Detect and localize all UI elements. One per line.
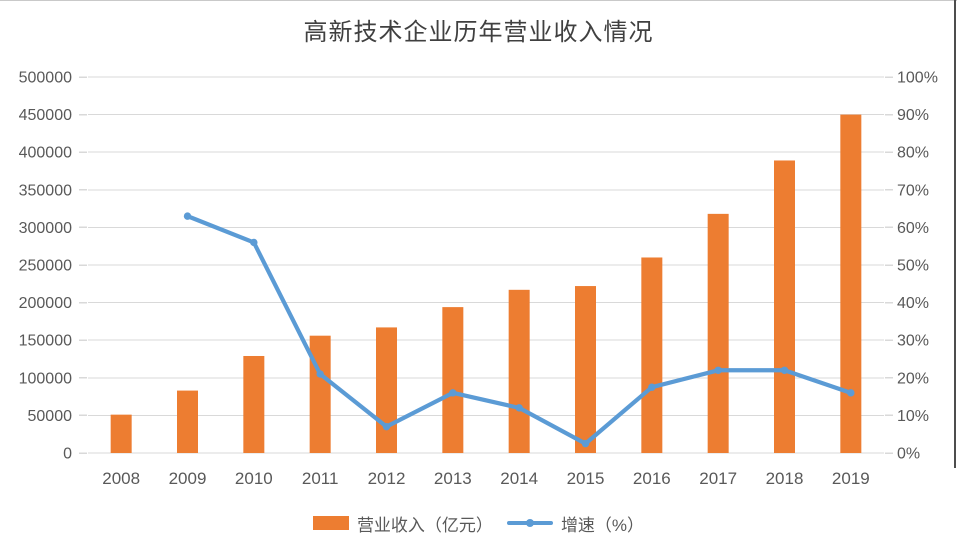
- legend-item-growth: 增速（%）: [506, 511, 645, 536]
- table-border-top: [0, 0, 957, 1]
- growth-legend-swatch: [506, 516, 553, 530]
- table-border-right: [954, 0, 956, 468]
- y-axis-left-label: 300000: [19, 220, 72, 237]
- growth-marker: [183, 212, 192, 220]
- y-axis-left-label: 250000: [19, 258, 72, 275]
- x-axis-label: 2016: [633, 469, 671, 488]
- revenue-bar: [243, 355, 265, 453]
- x-axis-label: 2019: [832, 469, 870, 488]
- x-axis-label: 2012: [368, 469, 406, 488]
- y-axis-right-label: 70%: [897, 182, 929, 199]
- growth-marker: [515, 404, 523, 412]
- y-axis-left-label: 0: [63, 446, 72, 463]
- growth-marker: [648, 383, 656, 391]
- revenue-bar: [442, 307, 464, 453]
- revenue-legend-swatch: [312, 516, 349, 530]
- y-axis-left-label: 150000: [19, 333, 72, 350]
- y-axis-left-label: 50000: [28, 408, 73, 425]
- x-axis-label: 2010: [235, 469, 273, 488]
- y-axis-left-label: 350000: [19, 182, 72, 199]
- growth-marker: [449, 389, 457, 397]
- revenue-bar: [309, 335, 331, 453]
- y-axis-right-label: 10%: [897, 408, 929, 425]
- growth-legend-label: 增速（%）: [560, 515, 645, 535]
- y-axis-right-label: 80%: [897, 145, 929, 162]
- legend-item-revenue: 营业收入（亿元）: [312, 511, 493, 536]
- y-axis-right-label: 100%: [897, 70, 938, 87]
- x-axis-label: 2013: [434, 469, 472, 488]
- y-axis-right-label: 50%: [897, 258, 929, 275]
- growth-marker: [714, 366, 722, 374]
- x-axis-label: 2009: [169, 469, 207, 488]
- x-axis-label: 2011: [302, 469, 339, 488]
- revenue-bar: [508, 289, 530, 453]
- revenue-bar: [707, 213, 729, 453]
- growth-marker: [780, 366, 789, 374]
- revenue-bar: [641, 257, 663, 453]
- growth-marker: [847, 389, 855, 397]
- revenue-bar: [575, 286, 596, 453]
- y-axis-left-label: 400000: [19, 145, 72, 162]
- revenue-bar: [110, 414, 132, 453]
- chart-title: 高新技术企业历年营业收入情况: [303, 18, 654, 46]
- y-axis-left-label: 200000: [19, 295, 72, 312]
- x-axis-label: 2015: [567, 469, 605, 488]
- revenue-bar: [376, 327, 397, 453]
- revenue-bar: [177, 390, 198, 453]
- y-axis-right-label: 40%: [897, 295, 929, 312]
- revenue-bar: [840, 114, 862, 453]
- x-axis-label: 2014: [500, 469, 538, 488]
- y-axis-left-label: 100000: [19, 370, 72, 387]
- y-axis-right-label: 60%: [897, 220, 929, 237]
- revenue-legend-label: 营业收入（亿元）: [356, 515, 493, 535]
- y-axis-right-label: 20%: [897, 370, 929, 387]
- y-axis-right-label: 90%: [897, 107, 929, 124]
- growth-marker: [382, 422, 391, 431]
- x-axis-label: 2008: [102, 469, 140, 488]
- y-axis-left-label: 450000: [19, 107, 72, 124]
- chart-legend: 营业收入（亿元） 增速（%）: [0, 510, 957, 536]
- x-axis-label: 2017: [699, 469, 737, 488]
- growth-marker: [250, 238, 258, 247]
- growth-marker: [581, 439, 590, 448]
- x-axis-label: 2018: [766, 469, 804, 488]
- y-axis-left-label: 500000: [19, 70, 72, 87]
- growth-marker: [316, 370, 324, 378]
- y-axis-right-label: 0%: [897, 446, 920, 463]
- revenue-bar: [774, 160, 795, 454]
- y-axis-right-label: 30%: [897, 333, 929, 350]
